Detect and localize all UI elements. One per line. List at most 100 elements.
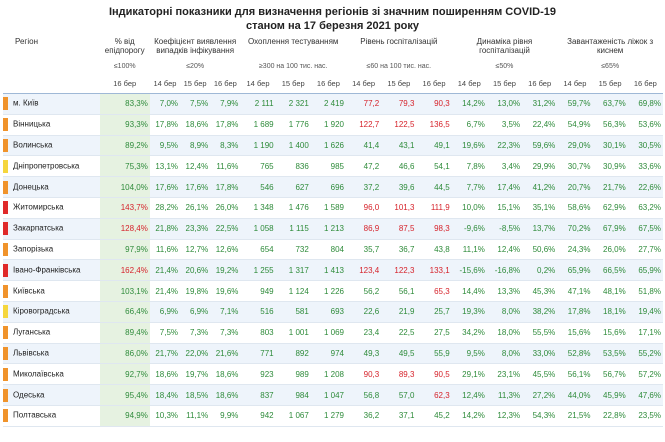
region-marker [3, 138, 8, 152]
value-cell: 44,5 [416, 176, 452, 198]
value-cell: 18,6% [210, 384, 241, 406]
value-cell: 1 776 [275, 114, 311, 136]
value-cell: 1 400 [275, 135, 311, 157]
value-cell: 122,3 [381, 259, 417, 282]
value-cell: 2 111 [240, 93, 276, 115]
region-marker [3, 326, 8, 340]
value-cell: 104,0% [99, 176, 150, 198]
value-cell: 7,1% [210, 301, 241, 323]
value-cell: 92,7% [99, 363, 150, 386]
region-marker [3, 222, 8, 236]
value-cell: 27,2% [522, 384, 558, 406]
value-cell: 21,7% [592, 176, 628, 198]
value-cell: 581 [275, 301, 311, 323]
region-cell: Житомирська [3, 197, 100, 219]
value-cell: 41,4 [346, 135, 382, 157]
column-date: 14 бер [557, 79, 593, 94]
region-marker [3, 388, 8, 402]
region-marker [3, 284, 8, 298]
region-row: Київська 103,1% 21,4% 19,8% 19,6% 949 1 124 1 2… [3, 280, 663, 302]
value-cell: 17,4% [486, 176, 523, 198]
value-cell: 20,6% [180, 259, 211, 282]
value-cell: 43,1 [381, 135, 417, 157]
value-cell: 23,5% [627, 405, 663, 427]
value-cell: 19,2% [210, 259, 241, 282]
value-cell: 56,2 [346, 280, 382, 302]
value-cell: 836 [275, 155, 311, 178]
value-cell: 89,4% [99, 322, 150, 344]
value-cell: 1 626 [310, 135, 347, 157]
region-marker [3, 159, 8, 173]
column-date: 15 бер [180, 79, 211, 94]
value-cell: 31,2% [522, 93, 558, 115]
value-cell: 45,2 [416, 405, 452, 427]
value-cell: 7,5% [180, 93, 211, 115]
value-cell: 133,1 [416, 259, 452, 282]
region-cell: Миколаївська [3, 363, 100, 386]
region-name: м. Київ [13, 99, 39, 108]
region-marker [3, 97, 8, 111]
value-cell: 3,5% [486, 114, 523, 136]
value-cell: 86,0% [99, 343, 150, 365]
value-cell: 62,9% [592, 197, 628, 219]
value-cell: 87,5 [381, 218, 417, 240]
value-cell: 37,2 [346, 176, 382, 198]
value-cell: 3,4% [486, 155, 523, 178]
value-cell: 25,7 [416, 301, 452, 323]
region-cell: Кіровоградська [3, 301, 100, 323]
value-cell: 22,4% [522, 114, 558, 136]
region-row: Полтавська 94,9% 10,3% 11,1% 9,9% 942 1 067 1 2… [3, 405, 663, 427]
value-cell: 47,2 [346, 155, 382, 178]
value-cell: 14,4% [451, 280, 487, 302]
column-date: 16 бер [210, 79, 241, 94]
column-date: 16 бер [627, 79, 663, 94]
value-cell: 51,8% [627, 280, 663, 302]
value-cell: 65,3 [416, 280, 452, 302]
value-cell: 18,6% [180, 114, 211, 136]
value-cell: 8,3% [210, 135, 241, 157]
value-cell: 1 279 [310, 405, 347, 427]
value-cell: 21,6% [210, 343, 241, 365]
value-cell: 56,1 [381, 280, 417, 302]
value-cell: 23,1% [486, 363, 523, 386]
value-cell: 49,1 [416, 135, 452, 157]
value-cell: 57,2% [627, 363, 663, 386]
column-header: Завантаженість ліжок з киснем [567, 37, 654, 55]
value-cell: 15,6% [592, 322, 628, 344]
value-cell: 12,6% [210, 239, 241, 261]
value-cell: 56,3% [592, 114, 628, 136]
value-cell: 7,9% [210, 93, 241, 115]
region-name: Житомирська [13, 202, 64, 212]
column-threshold: ≤100% [113, 63, 136, 70]
region-cell: Львівська [3, 343, 100, 365]
value-cell: 30,1% [592, 135, 628, 157]
region-row: Луганська 89,4% 7,5% 7,3% 7,3% 803 1 001 1 069 2… [3, 322, 663, 344]
value-cell: 693 [310, 301, 347, 323]
value-cell: 47,6% [627, 384, 663, 406]
region-row: Одеська 95,4% 18,4% 18,5% 18,6% 837 984 1 047 56… [3, 384, 663, 406]
value-cell: 22,5 [381, 322, 417, 344]
region-name: Луганська [13, 327, 51, 337]
value-cell: 21,4% [149, 259, 181, 282]
value-cell: 49,3 [346, 343, 382, 365]
value-cell: 54,1 [416, 155, 452, 178]
value-cell: 14,2% [451, 405, 487, 427]
value-cell: 19,6% [451, 135, 487, 157]
region-name: Дніпропетровська [13, 161, 80, 171]
column-threshold: ≤60 на 100 тис. нас. [366, 63, 432, 70]
value-cell: 7,3% [180, 322, 211, 344]
value-cell: 11,1% [180, 405, 211, 427]
value-cell: 95,4% [99, 384, 150, 406]
value-cell: 128,4% [99, 218, 150, 240]
value-cell: 101,3 [381, 197, 417, 219]
value-cell: 1 190 [240, 135, 276, 157]
value-cell: 96,0 [346, 197, 382, 219]
value-cell: 15,1% [486, 197, 523, 219]
value-cell: 123,4 [346, 259, 382, 282]
region-row: Донецька 104,0% 17,6% 17,6% 17,8% 546 627 696 37… [3, 176, 663, 198]
column-date: 16 бер [99, 79, 150, 94]
value-cell: 11,6% [149, 239, 181, 261]
region-cell: Київська [3, 280, 100, 302]
value-cell: 985 [310, 155, 347, 178]
